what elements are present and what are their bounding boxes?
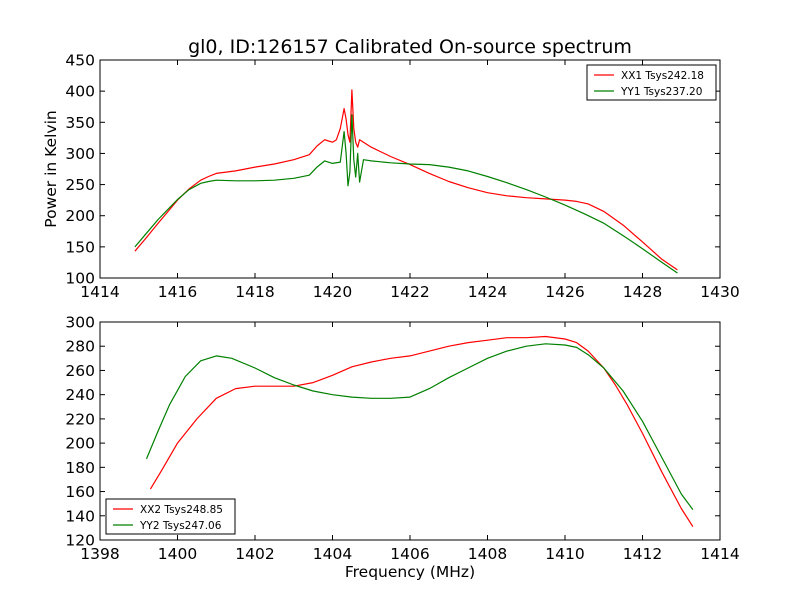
x-tick-label: 1404 [313,545,352,563]
y-tick-label: 240 [65,386,95,404]
y-tick-label: 140 [65,507,95,525]
x-tick-label: 1422 [390,283,429,301]
x-tick-label: 1414 [700,545,739,563]
x-tick-label: 1410 [545,545,584,563]
y-tick-label: 260 [65,362,95,380]
legend-label: YY2 Tsys247.06 [139,520,222,532]
x-tick-label: 1400 [158,545,197,563]
y-tick-label: 220 [65,410,95,428]
series-line-2 [134,114,678,274]
y-tick-label: 180 [65,459,95,477]
x-tick-label: 1430 [700,283,739,301]
x-tick-label: 1402 [235,545,274,563]
y-tick-label: 200 [65,435,95,453]
y-tick-label: 300 [65,145,95,163]
legend-label: XX2 Tsys248.85 [140,504,223,516]
x-tick-label: 1424 [468,283,507,301]
series-line-1 [134,89,678,271]
legend-box [105,498,236,535]
series-line-2 [145,343,694,511]
y-tick-label: 150 [65,238,95,256]
x-tick-label: 1420 [313,283,352,301]
y-tick-label: 120 [65,532,95,550]
y-tick-label: 160 [65,483,95,501]
charts-container: 1414 1416 1418 1420 1422 1424 1426 1428 14301001… [42,52,740,582]
y-axis-label: Power in Kelvin [42,110,60,227]
y-tick-label: 250 [65,176,95,194]
x-tick-label: 1418 [235,283,274,301]
y-tick-label: 350 [65,114,95,132]
x-tick-label: 1416 [158,283,197,301]
y-tick-label: 450 [65,52,95,70]
chart-2: 1398 1400 1402 1404 1406 1408 1410 1412 1414 120 1… [65,314,739,582]
legend: XX1 Tsys242.18 YY1 Tsys237.20 [586,64,717,101]
y-tick-label: 400 [65,83,95,101]
legend: XX2 Tsys248.85 YY2 Tsys247.06 [105,498,236,535]
y-tick-label: 300 [65,314,95,332]
legend-label: XX1 Tsys242.18 [621,70,704,82]
x-tick-label: 1406 [390,545,429,563]
legend-label: YY1 Tsys237.20 [620,86,702,98]
x-tick-label: 1428 [623,283,662,301]
y-tick-label: 280 [65,338,95,356]
x-axis-label: Frequency (MHz) [345,563,475,581]
x-tick-label: 1414 [80,283,119,301]
chart-1: 1414 1416 1418 1420 1422 1424 1426 1428 1430 100 1… [42,52,740,302]
x-tick-label: 1426 [545,283,584,301]
legend-box [586,64,717,101]
y-tick-label: 200 [65,207,95,225]
series-line-1 [149,335,694,528]
chart-title: gl0, ID:126157 Calibrated On-source spec… [188,36,632,58]
y-tick-label: 100 [65,270,95,288]
x-tick-label: 1398 [80,545,119,563]
x-tick-label: 1408 [468,545,507,563]
x-tick-label: 1412 [623,545,662,563]
